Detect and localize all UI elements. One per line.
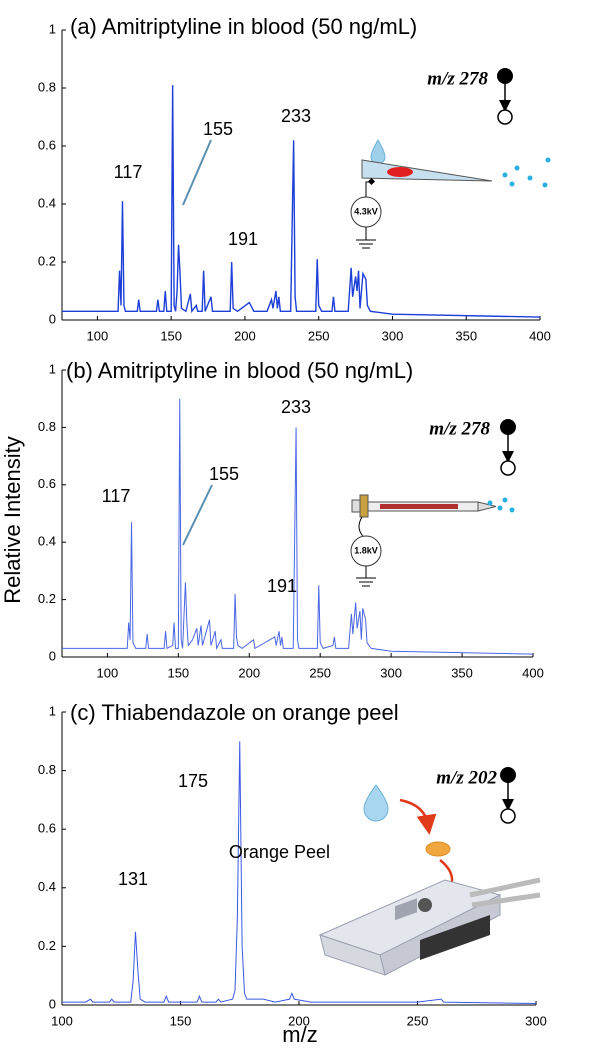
x-tick-label: 150 xyxy=(170,1013,192,1028)
fragment-ion xyxy=(500,460,516,476)
x-tick-label: 150 xyxy=(160,328,182,343)
y-tick-label: 0.8 xyxy=(38,79,56,94)
x-tick-label: 400 xyxy=(522,665,544,680)
y-tick-label: 0.2 xyxy=(38,253,56,268)
y-tick-label: 0.4 xyxy=(38,534,56,549)
spectrum-line xyxy=(62,741,537,1005)
x-tick-label: 300 xyxy=(525,1013,547,1028)
y-tick-label: 0.2 xyxy=(38,591,56,606)
x-tick-label: 100 xyxy=(97,665,119,680)
y-tick-label: 0.8 xyxy=(38,762,56,777)
peak-label: 117 xyxy=(102,486,131,506)
panel-title: (b) Amitriptyline in blood (50 ng/mL) xyxy=(66,358,413,383)
spectrum-line xyxy=(62,398,534,655)
x-tick-label: 200 xyxy=(234,328,256,343)
inset-b xyxy=(350,494,515,587)
precursor-label: m/z 278 xyxy=(427,68,488,89)
precursor-ion xyxy=(500,767,516,783)
callout xyxy=(182,139,212,206)
x-tick-label: 100 xyxy=(51,1013,73,1028)
x-tick-label: 400 xyxy=(529,328,551,343)
panel-title: (a) Amitriptyline in blood (50 ng/mL) xyxy=(70,14,417,39)
x-tick-label: 250 xyxy=(407,1013,429,1028)
x-tick-label: 100 xyxy=(87,328,109,343)
inset-label: Orange Peel xyxy=(229,842,330,862)
panel-title: (c) Thiabendazole on orange peel xyxy=(70,700,399,725)
x-tick-label: 200 xyxy=(288,1013,310,1028)
inset-label: 1.8kV xyxy=(354,545,378,555)
y-tick-label: 0 xyxy=(49,996,56,1011)
y-tick-label: 1 xyxy=(49,21,56,36)
callout xyxy=(182,484,213,546)
peak-label: 191 xyxy=(228,229,258,249)
y-tick-label: 1 xyxy=(49,703,56,718)
spectrum-line xyxy=(62,85,541,318)
fragment-ion xyxy=(497,109,513,125)
y-tick-label: 0.6 xyxy=(38,476,56,491)
precursor-ion xyxy=(497,68,513,84)
y-tick-label: 0.6 xyxy=(38,821,56,836)
peak-label: 117 xyxy=(114,162,143,182)
x-axis-label: m/z xyxy=(282,1022,317,1047)
precursor-label: m/z 278 xyxy=(429,418,490,439)
x-tick-label: 200 xyxy=(238,665,260,680)
y-tick-label: 0.4 xyxy=(38,195,56,210)
y-tick-label: 1 xyxy=(49,361,56,376)
precursor-ion xyxy=(500,419,516,435)
peak-label: 175 xyxy=(178,771,208,791)
inset-a xyxy=(350,139,551,249)
peak-label: 155 xyxy=(209,464,239,484)
inset-c xyxy=(318,784,541,976)
y-axis-label: Relative Intensity xyxy=(0,436,25,604)
x-tick-label: 300 xyxy=(380,665,402,680)
x-tick-label: 150 xyxy=(167,665,189,680)
fragment-ion xyxy=(500,808,516,824)
peak-label: 131 xyxy=(118,869,148,889)
y-tick-label: 0.4 xyxy=(38,879,56,894)
precursor-label: m/z 202 xyxy=(436,767,497,788)
x-tick-label: 300 xyxy=(382,328,404,343)
peak-label: 155 xyxy=(203,119,233,139)
inset-label: 4.3kV xyxy=(354,206,378,216)
x-tick-label: 250 xyxy=(309,665,331,680)
peak-label: 233 xyxy=(281,106,311,126)
peak-label: 233 xyxy=(281,397,311,417)
x-tick-label: 350 xyxy=(455,328,477,343)
x-tick-label: 350 xyxy=(451,665,473,680)
y-tick-label: 0.8 xyxy=(38,419,56,434)
y-tick-label: 0.2 xyxy=(38,938,56,953)
x-tick-label: 250 xyxy=(308,328,330,343)
y-tick-label: 0 xyxy=(49,311,56,326)
y-tick-label: 0.6 xyxy=(38,137,56,152)
y-tick-label: 0 xyxy=(49,648,56,663)
peak-label: 191 xyxy=(267,576,297,596)
